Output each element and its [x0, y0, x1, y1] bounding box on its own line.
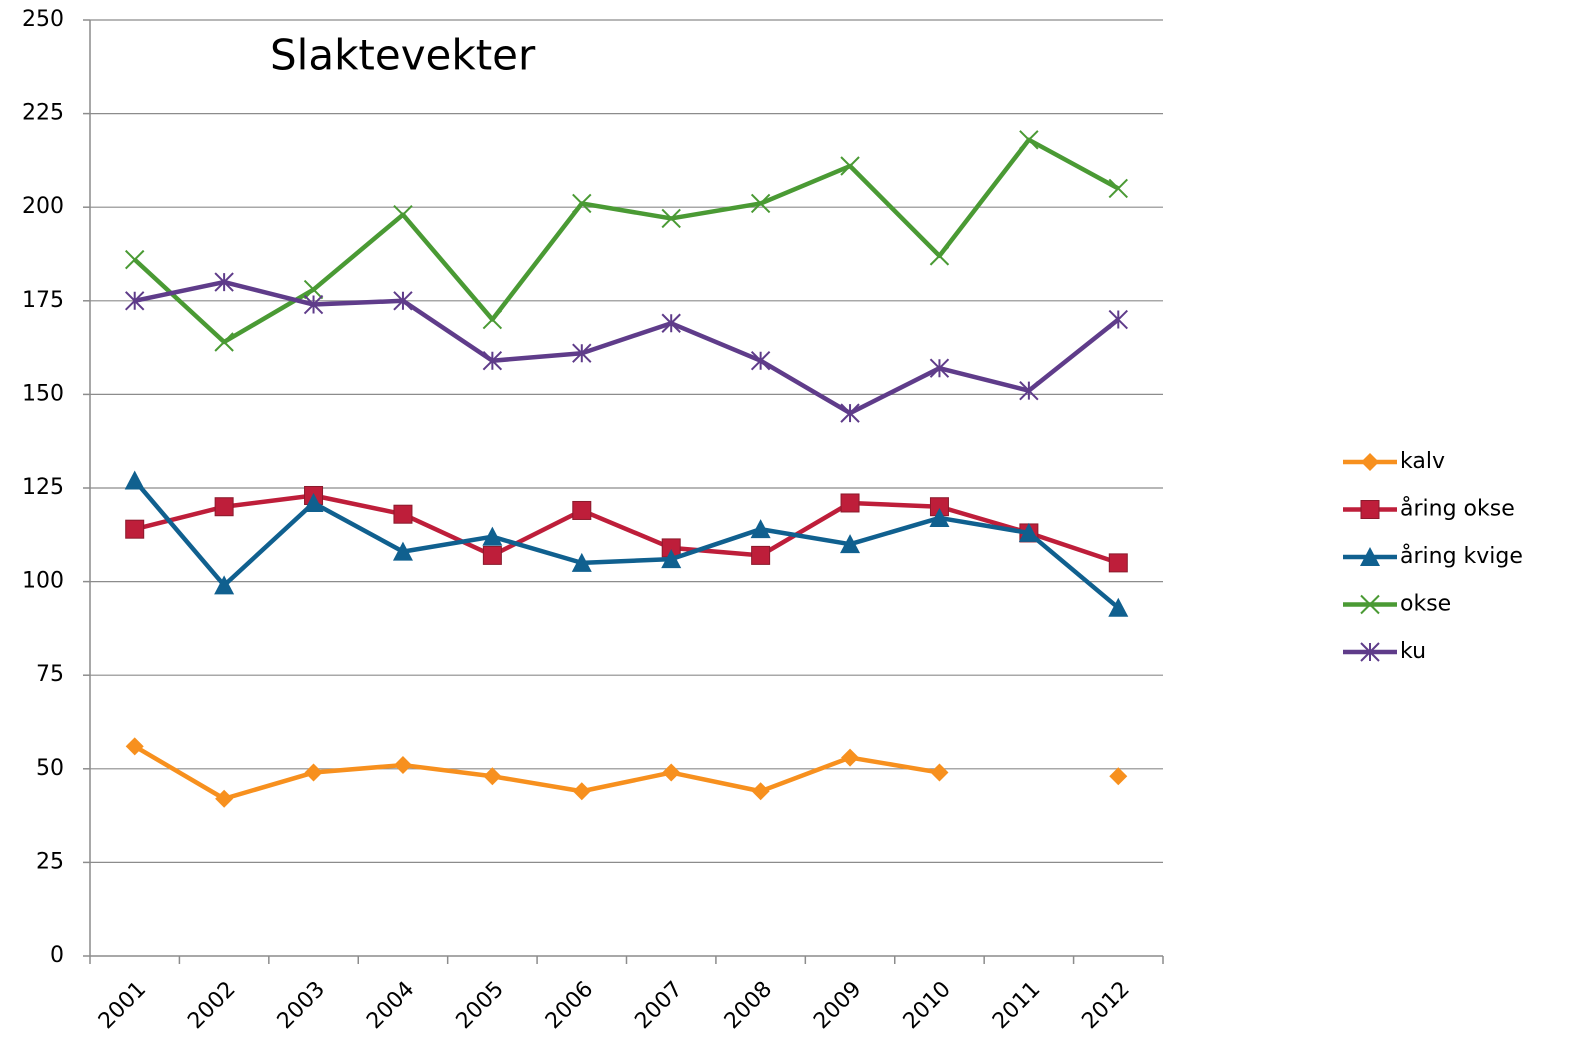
x-tick-label: 2001 — [94, 977, 151, 1034]
marker — [1109, 767, 1128, 786]
marker — [661, 208, 681, 229]
marker — [303, 294, 324, 315]
marker — [125, 249, 145, 270]
x-tick-label: 2006 — [541, 977, 598, 1034]
marker — [750, 519, 771, 539]
marker — [125, 291, 145, 311]
y-tick-label: 50 — [36, 756, 64, 781]
marker — [751, 545, 771, 565]
marker — [214, 272, 234, 292]
y-tick-label: 175 — [22, 288, 64, 313]
y-tick-label: 25 — [36, 849, 64, 874]
marker — [1019, 380, 1039, 401]
marker — [303, 279, 324, 300]
marker — [929, 246, 950, 266]
y-tick-label: 100 — [22, 569, 64, 594]
series-line — [135, 746, 1119, 798]
marker — [572, 343, 592, 363]
marker — [929, 507, 950, 527]
x-tick-label: 2010 — [899, 977, 956, 1034]
marker — [125, 519, 145, 539]
marker — [1108, 178, 1128, 199]
y-tick-label: 250 — [22, 7, 64, 32]
marker — [661, 313, 681, 333]
x-tick-label: 2011 — [988, 977, 1045, 1034]
chart-title: Slaktevekter — [270, 31, 536, 80]
marker — [303, 492, 324, 512]
marker — [1108, 309, 1128, 330]
marker — [392, 541, 413, 561]
marker — [304, 763, 323, 782]
marker — [929, 358, 950, 378]
y-tick-label: 75 — [36, 662, 64, 687]
marker — [393, 756, 412, 775]
marker — [125, 737, 144, 756]
legend-label: åring kvige — [1400, 543, 1523, 569]
marker — [393, 504, 413, 524]
y-tick-label: 200 — [22, 194, 64, 219]
marker — [572, 782, 591, 801]
marker — [840, 493, 860, 513]
marker — [841, 748, 860, 767]
series-line — [134, 279, 1120, 416]
marker — [482, 545, 502, 565]
marker — [1360, 642, 1380, 662]
marker — [840, 156, 860, 176]
marker — [750, 193, 771, 214]
marker — [393, 291, 413, 311]
series-line — [132, 479, 1120, 610]
marker — [1360, 594, 1380, 615]
x-tick-label: 2007 — [630, 977, 687, 1034]
marker — [930, 763, 949, 782]
marker — [215, 789, 234, 808]
marker — [1361, 453, 1379, 471]
y-tick-label: 0 — [50, 943, 64, 968]
marker — [1360, 500, 1380, 519]
x-tick-label: 2012 — [1078, 977, 1135, 1034]
marker — [482, 309, 503, 330]
marker — [1018, 522, 1039, 542]
y-tick-label: 225 — [22, 101, 64, 126]
marker — [482, 526, 503, 546]
marker — [1019, 130, 1039, 150]
y-tick-label: 125 — [22, 475, 64, 500]
marker — [483, 767, 502, 786]
marker — [751, 782, 770, 801]
marker — [214, 332, 234, 352]
marker — [1108, 597, 1129, 617]
x-tick-label: 2009 — [809, 977, 866, 1034]
marker — [661, 549, 682, 569]
marker — [393, 204, 413, 225]
x-tick-label: 2003 — [273, 977, 330, 1034]
y-tick-label: 150 — [22, 381, 64, 406]
legend-label: okse — [1400, 592, 1451, 617]
series-line — [133, 137, 1120, 345]
marker — [750, 350, 771, 371]
x-tick-label: 2004 — [362, 977, 419, 1034]
marker — [124, 470, 145, 490]
marker — [662, 763, 681, 782]
marker — [214, 497, 234, 517]
series-line — [134, 493, 1120, 566]
x-tick-label: 2008 — [720, 977, 777, 1034]
marker — [1360, 547, 1380, 566]
legend-label: kalv — [1400, 449, 1445, 474]
marker — [571, 552, 592, 572]
marker — [572, 193, 592, 214]
marker — [1108, 553, 1128, 573]
marker — [214, 575, 235, 595]
marker — [572, 500, 592, 520]
marker — [840, 534, 861, 554]
legend-label: åring okse — [1400, 496, 1515, 522]
marker — [482, 350, 503, 371]
x-tick-label: 2002 — [183, 977, 240, 1034]
x-tick-label: 2005 — [452, 977, 509, 1034]
marker — [840, 403, 860, 423]
legend-label: ku — [1400, 639, 1426, 664]
